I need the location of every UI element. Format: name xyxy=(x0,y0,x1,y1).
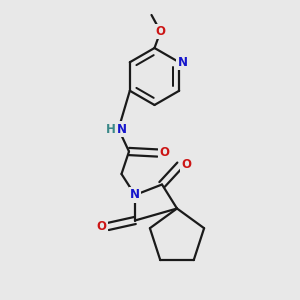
Text: N: N xyxy=(178,56,188,69)
Text: O: O xyxy=(159,146,169,160)
Text: O: O xyxy=(155,25,166,38)
Text: O: O xyxy=(182,158,192,172)
Text: O: O xyxy=(96,220,106,233)
Text: N: N xyxy=(130,188,140,202)
Text: N: N xyxy=(117,122,127,136)
Text: H: H xyxy=(106,122,116,136)
